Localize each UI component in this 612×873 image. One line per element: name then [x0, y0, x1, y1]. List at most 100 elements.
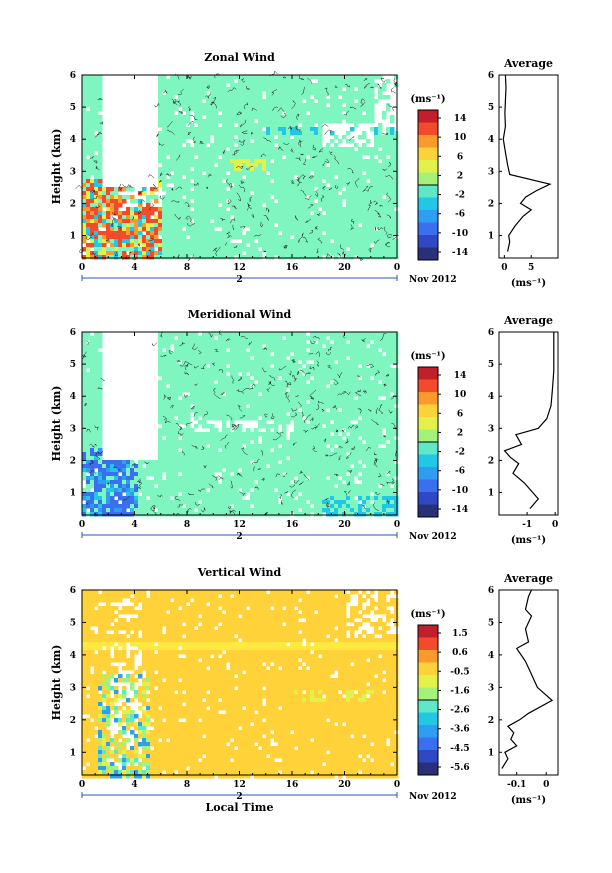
colorbar-tick-label: 6 [457, 409, 463, 419]
y-tick-label: 1 [70, 232, 76, 242]
colorbar-swatch [418, 247, 438, 261]
x-tick-label: 4 [131, 520, 137, 530]
avg-y-tick-label: 5 [488, 618, 494, 628]
colorbar-swatch [418, 492, 438, 505]
x-tick-label: 4 [131, 780, 137, 790]
colorbar-tick-label: 2 [457, 171, 463, 181]
average-frame [498, 589, 559, 776]
y-tick-label: 1 [70, 748, 76, 758]
colorbar-swatch [418, 700, 438, 713]
colorbar-swatch [418, 110, 438, 123]
x-tick-label: 0 [79, 263, 85, 273]
y-axis-label: Height (km) [50, 129, 63, 205]
y-tick-label: 6 [70, 586, 76, 596]
avg-y-tick-label: 4 [488, 651, 494, 661]
x-tick-label: 20 [338, 263, 351, 273]
y-tick-label: 2 [70, 716, 76, 726]
colorbar-tick-label: -6 [455, 467, 465, 477]
y-tick-label: 5 [70, 360, 76, 370]
avg-x-tick-label: 0 [552, 520, 558, 530]
y-tick-label: 1 [70, 489, 76, 499]
y-tick-label: 6 [70, 328, 76, 338]
date-label: Nov 2012 [409, 532, 457, 542]
colorbar-tick-label: 14 [454, 114, 467, 124]
colorbar-tick-label: 14 [454, 371, 467, 381]
colorbar-swatch [418, 467, 438, 480]
colorbar-tick-label: 10 [454, 133, 467, 143]
x-tick-label: 16 [286, 520, 299, 530]
colorbar-swatch [418, 135, 438, 148]
x-tick-label: 16 [286, 780, 299, 790]
y-tick-label: 4 [70, 651, 76, 661]
y-tick-label: 5 [70, 618, 76, 628]
colorbar-unit: (ms⁻¹) [410, 351, 445, 362]
colorbar-swatch [418, 675, 438, 688]
x-tick-label: 0 [394, 780, 400, 790]
colorbar-swatch [418, 185, 438, 198]
avg-y-tick-label: 4 [488, 392, 494, 402]
colorbar-tick-label: -2 [455, 448, 465, 458]
colorbar-swatch [418, 637, 438, 651]
x-tick-label: 0 [79, 780, 85, 790]
colorbar-tick-label: 6 [457, 152, 463, 162]
day-label: 2 [236, 792, 242, 802]
avg-y-tick-label: 4 [488, 135, 494, 145]
colorbar-swatch [418, 625, 438, 638]
colorbar-tick-label: -2 [455, 191, 465, 201]
colorbar-swatch [418, 750, 438, 763]
x-tick-label: 0 [394, 520, 400, 530]
y-tick-label: 2 [70, 456, 76, 466]
colorbar-swatch [418, 504, 438, 518]
x-tick-label: 4 [131, 263, 137, 273]
y-axis-label: Height (km) [50, 645, 63, 721]
y-tick-label: 2 [70, 199, 76, 209]
x-tick-label: 8 [184, 263, 190, 273]
x-tick-label: 16 [286, 263, 299, 273]
colorbar-tick-label: 10 [454, 390, 467, 400]
colorbar-swatch [418, 122, 438, 136]
avg-y-tick-label: 1 [488, 232, 494, 242]
average-title: Average [503, 314, 553, 327]
colorbar-swatch [418, 367, 438, 380]
x-tick-label: 20 [338, 520, 351, 530]
y-tick-label: 5 [70, 103, 76, 113]
colorbar-swatch [418, 404, 438, 418]
chart-title: Vertical Wind [197, 566, 282, 579]
avg-y-tick-label: 5 [488, 103, 494, 113]
colorbar-tick-label: -10 [452, 486, 468, 496]
colorbar-swatch [418, 197, 438, 211]
colorbar-swatch [418, 725, 438, 738]
colorbar-tick-label: 1.5 [452, 629, 468, 639]
date-label: Nov 2012 [409, 275, 457, 285]
y-tick-label: 6 [70, 71, 76, 81]
colorbar-tick-label: -6 [455, 210, 465, 220]
x-tick-label: 8 [184, 780, 190, 790]
colorbar-swatch [418, 160, 438, 173]
colorbar-tick-label: 2 [457, 428, 463, 438]
colorbar-swatch [418, 235, 438, 248]
colorbar-swatch [418, 417, 438, 430]
colorbar-tick-label: -10 [452, 229, 468, 239]
x-axis-label: Local Time [206, 801, 274, 814]
x-tick-label: 12 [233, 520, 246, 530]
average-frame [498, 331, 559, 516]
y-tick-label: 4 [70, 135, 76, 145]
avg-y-tick-label: 3 [488, 424, 494, 434]
colorbar-swatch [418, 687, 438, 701]
colorbar-swatch [418, 442, 438, 455]
avg-y-tick-label: 2 [488, 716, 494, 726]
x-tick-label: 0 [79, 520, 85, 530]
colorbar-tick-label: -3.6 [450, 725, 469, 735]
day-label: 2 [236, 532, 242, 542]
avg-x-axis-label: (ms⁻¹) [511, 795, 546, 806]
x-tick-label: 0 [394, 263, 400, 273]
avg-x-tick-label: 5 [528, 263, 534, 273]
avg-y-tick-label: 2 [488, 199, 494, 209]
avg-x-tick-label: 0 [543, 780, 549, 790]
colorbar-swatch [418, 454, 438, 468]
contour-lines [75, 70, 399, 262]
colorbar-swatch [418, 762, 438, 776]
